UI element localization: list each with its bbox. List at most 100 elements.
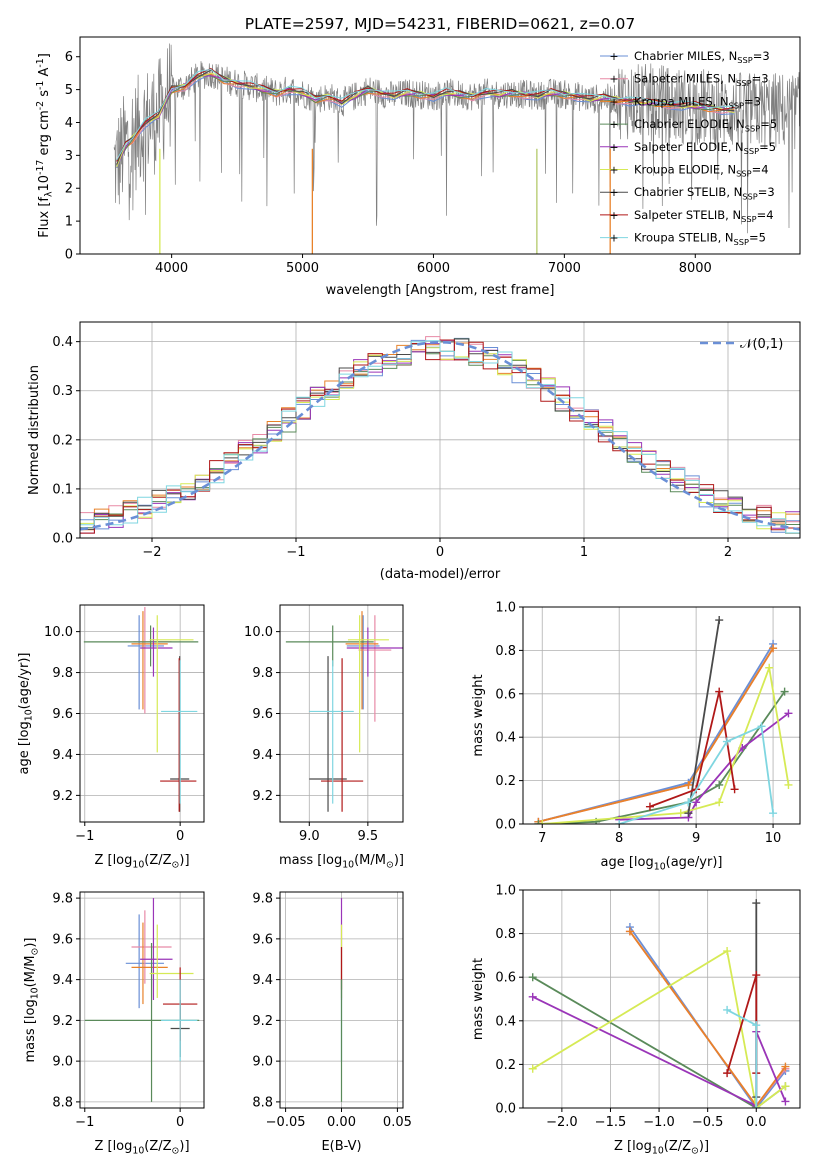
errorbar-salpeter-elodie xyxy=(140,627,173,677)
x-tick-label: 2 xyxy=(724,545,732,560)
y-tick-label: 9.6 xyxy=(52,932,73,947)
weight-point xyxy=(723,1005,732,1014)
weight-series-kroupa-stelib xyxy=(615,722,778,824)
y-tick-label: 9.8 xyxy=(52,666,73,681)
weight-point xyxy=(757,722,766,731)
y-tick-label: 9.2 xyxy=(52,789,73,804)
y-tick-label: 0.2 xyxy=(495,774,516,789)
x-tick-label: 9.5 xyxy=(358,829,379,844)
weight-line xyxy=(687,619,721,814)
weight-series-chabrier-elodie xyxy=(534,687,789,824)
y-tick-label: 8.8 xyxy=(252,1095,273,1110)
x-tick-label: 7 xyxy=(538,831,546,846)
legend-marker: + xyxy=(609,118,618,131)
y-tick-label: 9.2 xyxy=(252,1014,273,1029)
weight-point xyxy=(625,927,634,936)
weight_vs_age-axes: 7 8 9 10 0.0 0.2 0.4 0.6 0.8 1.0 age [log10(age/yr… xyxy=(471,601,801,873)
errorbar-kroupa-elodie xyxy=(149,924,194,998)
mass_vs_Z-axes: −1 0 8.8 9.0 9.2 9.4 9.6 9.8 Z [log10(Z/Z⊙)] mass… xyxy=(23,891,205,1157)
errorbar-salpeter-miles xyxy=(358,615,392,722)
x-tick-label: −2 xyxy=(142,545,161,560)
weight-line xyxy=(726,974,758,1074)
x-tick-label: 0 xyxy=(436,545,444,560)
legend-label: Chabrier MILES, NSSP=3 xyxy=(634,49,770,65)
weight-point xyxy=(765,663,774,672)
legend-marker: + xyxy=(609,73,618,86)
y-tick-label: 9.4 xyxy=(252,973,273,988)
histogram-salpeter-stelib xyxy=(80,339,800,534)
x-tick-label: 6000 xyxy=(417,261,450,276)
x-tick-label: 9 xyxy=(692,831,700,846)
x-tick-label: −1 xyxy=(75,829,94,844)
y-tick-label: 0.6 xyxy=(495,971,516,986)
residuals-plot xyxy=(80,336,800,534)
weight_vs_Z-axes: −2.0 −1.5 −1.0 −0.5 0.0 0.0 0.2 0.4 0.6 0.8 1.0 Z [… xyxy=(471,884,801,1157)
y-tick-label: 9.4 xyxy=(52,973,73,988)
y-tick-label: 0.4 xyxy=(495,1014,516,1029)
legend-marker: + xyxy=(609,232,618,245)
x-axis-label: mass [log10(M/M⊙)] xyxy=(279,853,404,871)
legend-label: Chabrier STELIB, NSSP=3 xyxy=(634,185,775,201)
x-tick-label: 0.0 xyxy=(746,1115,767,1130)
weight-line xyxy=(619,712,790,821)
x-tick-label: −1 xyxy=(75,1115,94,1130)
legend-label: Chabrier ELODIE, NSSP=5 xyxy=(634,117,777,133)
x-axis-label: Z [log10(Z/Z⊙)] xyxy=(94,1139,189,1157)
weight-point xyxy=(684,780,693,789)
weight-series-chabrier-stelib xyxy=(684,616,724,818)
y-tick-label: 6 xyxy=(65,50,73,65)
y-tick-label: 9.0 xyxy=(252,1055,273,1070)
weight-point xyxy=(534,820,543,824)
legend-label: Kroupa STELIB, NSSP=5 xyxy=(634,231,766,247)
weight-point xyxy=(538,820,547,824)
axes-frame xyxy=(79,36,801,255)
legend-label: Salpeter STELIB, NSSP=4 xyxy=(634,208,774,224)
x-tick-label: 0 xyxy=(176,1115,184,1130)
errorbar-salpeter-stelib xyxy=(321,658,364,812)
weight-point xyxy=(752,971,761,980)
y-tick-label: 4 xyxy=(65,116,73,131)
x-axis-label: age [log10(age/yr)] xyxy=(601,855,723,873)
legend-label: Salpeter MILES, NSSP=3 xyxy=(634,72,769,88)
x-tick-label: 0 xyxy=(176,829,184,844)
weight-point xyxy=(715,780,724,789)
legend-marker: + xyxy=(609,141,618,154)
weight-point xyxy=(781,1062,790,1071)
weight-point xyxy=(676,809,685,818)
weight-line xyxy=(532,949,786,1108)
weight-point xyxy=(528,973,537,982)
axes-frame xyxy=(79,891,205,1109)
x-tick-label: 7000 xyxy=(548,261,581,276)
weight-point xyxy=(692,798,701,807)
weight-point xyxy=(715,798,724,807)
x-tick-label: 5000 xyxy=(286,261,319,276)
weight-line xyxy=(538,647,774,823)
weight-point xyxy=(769,809,778,818)
errorbar-kroupa-elodie xyxy=(149,615,194,753)
y-tick-label: 3 xyxy=(65,149,73,164)
histogram-kroupa-stelib xyxy=(80,340,800,534)
legend-label: Kroupa MILES, NSSP=3 xyxy=(634,94,761,110)
y-tick-label: 2 xyxy=(65,182,73,197)
errorbar-chabrier-stelib xyxy=(309,656,347,812)
legend-label: Kroupa ELODIE, NSSP=4 xyxy=(634,163,769,179)
legend-gaussian-label: 𝒩(0,1) xyxy=(740,337,783,352)
age_vs_mass-axes: 9.0 9.5 9.2 9.4 9.6 9.8 10.0 mass [log10(M/M⊙)] xyxy=(244,604,404,871)
weight-point xyxy=(715,687,724,696)
errorbar-salpeter-stelib xyxy=(160,658,197,812)
residuals-axes: −2 −1 0 1 2 0.0 0.1 0.2 0.3 0.4 (data-model)/error… xyxy=(27,321,801,582)
age_vs_Z-plot xyxy=(83,607,199,812)
y-tick-label: 1 xyxy=(65,215,73,230)
errorbar-chabrier-miles xyxy=(346,615,380,710)
errorbar-salpeter-elodie xyxy=(140,898,173,1000)
weight-point xyxy=(769,644,778,653)
y-tick-label: 9.8 xyxy=(52,892,73,907)
axes-frame xyxy=(522,889,801,1109)
y-tick-label: 9.2 xyxy=(52,1014,73,1029)
x-axis-label: E(B-V) xyxy=(321,1139,361,1154)
legend-marker: + xyxy=(609,95,618,108)
weight-series-chabrier-miles xyxy=(534,639,778,824)
weight-point xyxy=(784,780,793,789)
y-tick-label: 0 xyxy=(65,248,73,263)
